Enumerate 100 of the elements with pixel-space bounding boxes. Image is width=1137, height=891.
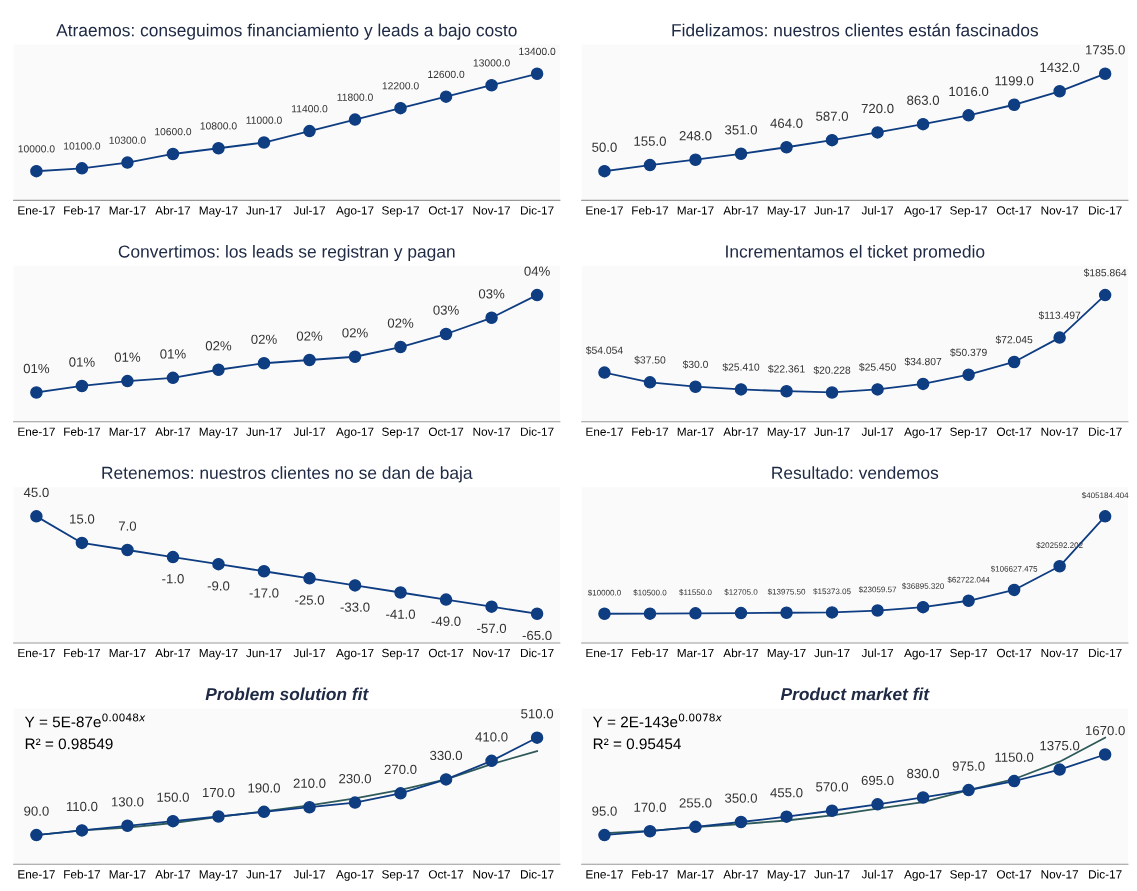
x-tick-label: Ago-17	[336, 648, 374, 660]
data-label: 351.0	[725, 125, 757, 135]
data-label: 110.0	[66, 801, 98, 812]
x-tick-label: Mar-17	[109, 870, 146, 879]
x-tick-label: Ene-17	[586, 206, 623, 215]
x-tick-label: Jun-17	[814, 206, 850, 215]
x-tick-label: Abr-17	[723, 869, 759, 879]
point	[212, 142, 225, 155]
data-label: 1735.0	[1085, 45, 1125, 55]
point	[212, 557, 225, 571]
x-tick-label: Dic-17	[1089, 648, 1122, 658]
x-tick-label: Abr-17	[155, 648, 191, 658]
data-label: 155.0	[634, 136, 666, 146]
data-label: $10500.0	[633, 589, 667, 596]
data-label: $54.054	[585, 346, 623, 355]
point	[439, 773, 453, 786]
data-label: 12200.0	[382, 82, 419, 90]
point	[1053, 331, 1066, 344]
point	[689, 607, 702, 620]
data-label: 975.0	[952, 761, 985, 771]
annotation: R² = 0.98549	[25, 738, 113, 750]
x-tick-label: Ene-17	[18, 427, 55, 436]
x-tick-label: May-17	[199, 206, 238, 217]
x-tick-label: Abr-17	[155, 869, 191, 879]
point	[30, 510, 43, 523]
data-label: 455.0	[770, 788, 803, 798]
point	[121, 374, 134, 388]
data-label: 12600.0	[428, 70, 465, 78]
data-label: $106627.475	[990, 565, 1038, 573]
x-tick-label: Ago-17	[336, 870, 374, 881]
x-tick-label: Oct-17	[996, 206, 1032, 215]
data-label: 1670.0	[1085, 725, 1125, 736]
point	[598, 828, 611, 842]
data-label: 10800.0	[200, 122, 237, 130]
point	[257, 356, 271, 370]
point	[530, 288, 544, 302]
point	[871, 604, 884, 617]
point	[530, 67, 544, 81]
x-tick-label: Jul-17	[293, 648, 325, 658]
data-label: 330.0	[430, 750, 463, 761]
data-label: 03%	[478, 289, 505, 299]
x-tick-label: Jun-17	[814, 427, 850, 436]
chart-title: Retenemos: nuestros clientes no se dan de baja	[102, 466, 473, 483]
x-tick-label: Oct-17	[428, 648, 464, 658]
chart-title: Incrementamos el ticket promedio	[726, 244, 985, 262]
data-label: 90.0	[24, 806, 49, 816]
point	[916, 117, 930, 131]
data-label: 01%	[160, 349, 186, 359]
point	[212, 810, 225, 823]
x-tick-label: Oct-17	[996, 427, 1032, 436]
point	[394, 101, 407, 115]
data-label: 1375.0	[1040, 740, 1080, 751]
point	[75, 162, 89, 175]
data-label: 45.0	[23, 487, 49, 498]
data-label: $20.228	[813, 366, 851, 375]
data-label: 7.0	[118, 521, 137, 531]
point	[166, 814, 180, 828]
x-tick-label: Abr-17	[155, 427, 191, 436]
x-tick-label: Jul-17	[861, 869, 894, 879]
point	[1053, 85, 1066, 98]
x-tick-label: Nov-17	[473, 648, 511, 658]
x-tick-label: Sep-17	[382, 870, 419, 881]
data-label: 170.0	[634, 802, 666, 812]
x-tick-label: Feb-17	[64, 205, 101, 215]
point	[871, 126, 884, 139]
x-tick-label: Feb-17	[64, 427, 101, 436]
x-tick-label: Feb-17	[64, 869, 101, 879]
point	[212, 363, 225, 376]
chart-title: Convertimos: los leads se registran y pagan	[118, 244, 455, 262]
point	[121, 543, 134, 557]
x-tick-label: Mar-17	[109, 648, 146, 658]
point	[689, 380, 702, 393]
x-tick-label: Nov-17	[1041, 427, 1079, 436]
x-tick-label: Feb-17	[632, 869, 669, 879]
point	[825, 133, 839, 147]
x-tick-label: Sep-17	[382, 206, 419, 217]
point	[780, 606, 793, 620]
chart-title: Fidelizamos: nuestros clientes están fascinados	[672, 23, 1039, 37]
data-label: $13975.50	[767, 588, 806, 595]
x-tick-label: Sep-17	[950, 870, 988, 881]
data-label: $25.410	[722, 362, 760, 372]
point	[598, 366, 611, 379]
data-label: $37.50	[634, 355, 666, 365]
data-label: 10100.0	[64, 142, 101, 150]
data-label: 10000.0	[18, 145, 55, 153]
x-tick-label: Mar-17	[677, 427, 714, 436]
point	[598, 164, 611, 178]
point	[598, 607, 611, 621]
x-tick-label: May-17	[199, 648, 238, 660]
point	[394, 787, 407, 800]
x-tick-label: Ene-17	[18, 206, 55, 215]
x-tick-label: Ene-17	[586, 870, 623, 879]
point	[643, 824, 657, 838]
point	[303, 572, 316, 585]
point	[962, 368, 975, 381]
point	[734, 383, 748, 396]
annotation: R² = 0.95454	[593, 738, 681, 750]
data-label: 464.0	[770, 118, 803, 128]
x-tick-label: Jun-17	[246, 206, 282, 215]
data-label: $113.497	[1038, 311, 1081, 320]
